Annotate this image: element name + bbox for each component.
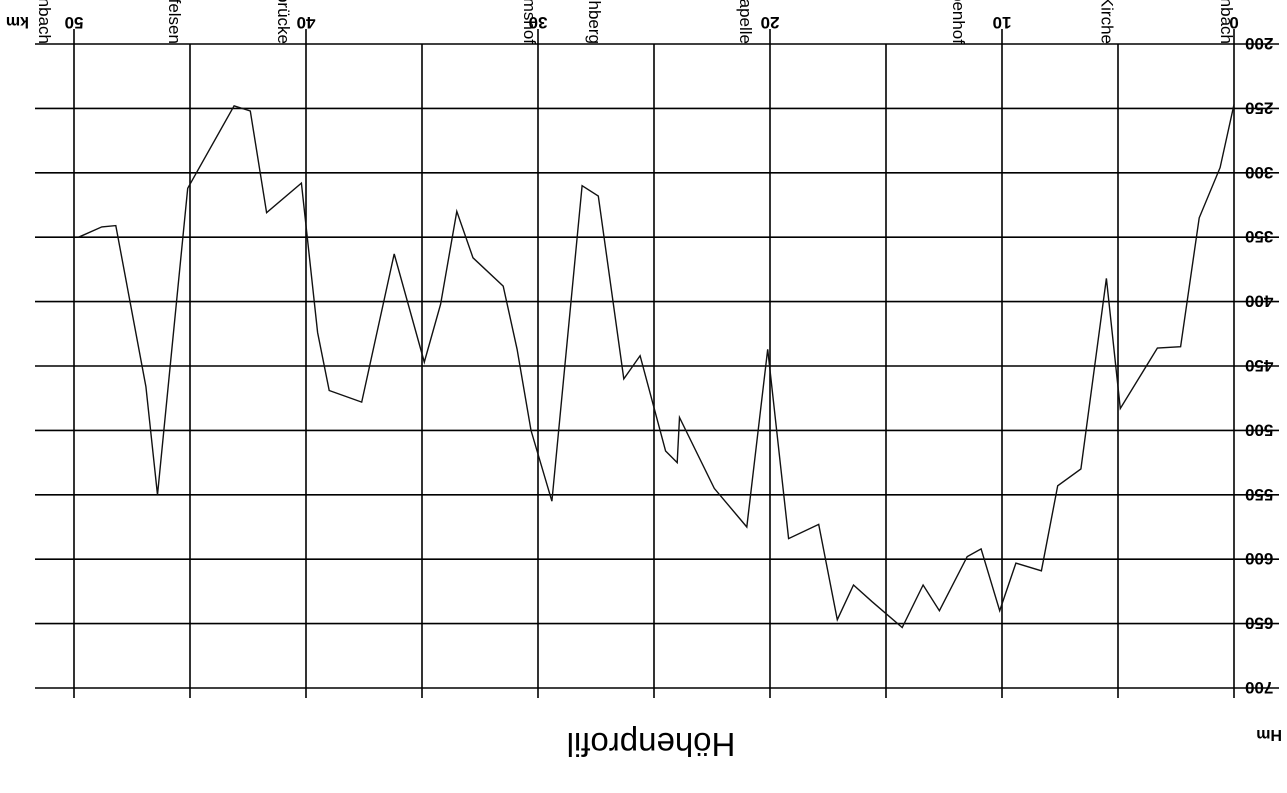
grid-layer <box>35 29 1279 698</box>
tick-label-layer: 0 10 20 30 40 50 200 250 300 350 400 450 500 550 600 65… <box>65 13 1274 697</box>
place-annotation: Spitzfelsen <box>165 0 184 44</box>
x-tick-label: 0 <box>1229 13 1238 32</box>
x-tick-label: 30 <box>529 13 548 32</box>
y-tick-label: 450 <box>1245 356 1273 375</box>
y-tick-label: 650 <box>1245 614 1273 633</box>
y-tick-label: 300 <box>1245 163 1273 182</box>
place-annotation: St. Jakobuskapelle <box>736 0 755 44</box>
place-annotation: Höhberg <box>585 0 604 44</box>
x-tick-label: 40 <box>297 13 316 32</box>
y-tick-label: 350 <box>1245 227 1273 246</box>
x-axis-label: km <box>6 13 29 30</box>
y-tick-label: 400 <box>1245 292 1273 311</box>
y-tick-label: 550 <box>1245 485 1273 504</box>
y-axis-label: Hm <box>1256 726 1282 743</box>
place-annotation: Ippichen Abrahamshof <box>520 0 539 44</box>
place-annotation: Sportplatz Kirnbach <box>35 0 54 44</box>
y-tick-label: 500 <box>1245 420 1273 439</box>
place-annotation: Kirnbach Kirche <box>1098 0 1117 44</box>
place-annotation: Sportplatz Kirnbach <box>1217 0 1236 44</box>
y-tick-label: 600 <box>1245 549 1273 568</box>
y-tick-label: 700 <box>1245 678 1273 697</box>
place-annotation: Wolfalbrücke <box>274 0 293 44</box>
x-tick-label: 50 <box>65 13 84 32</box>
annotation-layer: Sportplatz Kirnbach Kirnbach Kirche Horben… <box>35 0 1236 44</box>
x-tick-label: 20 <box>761 13 780 32</box>
chart-title: Höhenprofil <box>567 726 736 763</box>
y-tick-label: 200 <box>1245 34 1273 53</box>
elevation-profile-line <box>78 104 1235 629</box>
line-layer <box>78 104 1235 629</box>
x-tick-label: 10 <box>993 13 1012 32</box>
y-tick-label: 250 <box>1245 98 1273 117</box>
place-annotation: Horbenhof <box>949 0 968 44</box>
